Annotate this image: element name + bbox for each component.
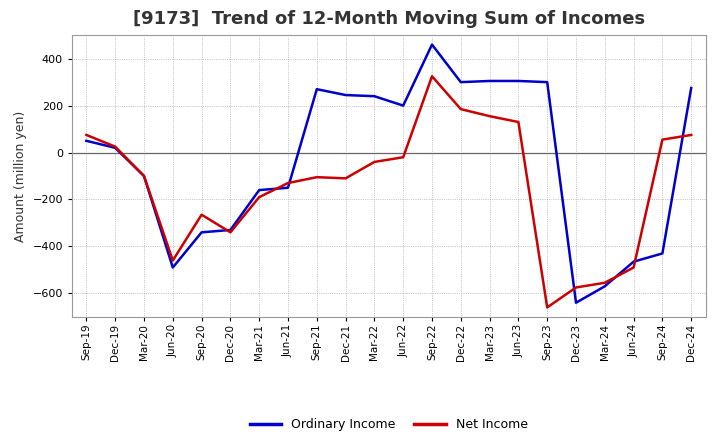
Ordinary Income bbox=[600, 284, 609, 289]
Ordinary Income bbox=[111, 145, 120, 150]
Ordinary Income bbox=[485, 78, 494, 84]
Ordinary Income bbox=[197, 230, 206, 235]
Ordinary Income bbox=[341, 92, 350, 98]
Net Income bbox=[514, 119, 523, 125]
Net Income bbox=[658, 137, 667, 142]
Line: Net Income: Net Income bbox=[86, 76, 691, 308]
Ordinary Income bbox=[370, 94, 379, 99]
Net Income bbox=[197, 212, 206, 217]
Ordinary Income bbox=[312, 87, 321, 92]
Net Income bbox=[543, 305, 552, 310]
Title: [9173]  Trend of 12-Month Moving Sum of Incomes: [9173] Trend of 12-Month Moving Sum of I… bbox=[132, 10, 645, 28]
Ordinary Income bbox=[168, 265, 177, 270]
Net Income bbox=[629, 265, 638, 270]
Net Income bbox=[428, 73, 436, 79]
Net Income bbox=[111, 144, 120, 149]
Net Income bbox=[140, 173, 148, 179]
Ordinary Income bbox=[284, 185, 292, 191]
Ordinary Income bbox=[428, 42, 436, 47]
Ordinary Income bbox=[399, 103, 408, 108]
Net Income bbox=[168, 258, 177, 263]
Net Income bbox=[82, 132, 91, 138]
Ordinary Income bbox=[629, 259, 638, 264]
Net Income bbox=[572, 285, 580, 290]
Line: Ordinary Income: Ordinary Income bbox=[86, 44, 691, 303]
Ordinary Income bbox=[82, 138, 91, 143]
Net Income bbox=[312, 175, 321, 180]
Net Income bbox=[255, 194, 264, 200]
Legend: Ordinary Income, Net Income: Ordinary Income, Net Income bbox=[245, 413, 533, 436]
Net Income bbox=[485, 114, 494, 119]
Ordinary Income bbox=[226, 227, 235, 233]
Net Income bbox=[456, 106, 465, 112]
Ordinary Income bbox=[658, 251, 667, 256]
Ordinary Income bbox=[572, 300, 580, 305]
Ordinary Income bbox=[514, 78, 523, 84]
Ordinary Income bbox=[255, 187, 264, 193]
Ordinary Income bbox=[543, 80, 552, 85]
Net Income bbox=[370, 159, 379, 165]
Net Income bbox=[687, 132, 696, 138]
Net Income bbox=[600, 280, 609, 286]
Net Income bbox=[226, 230, 235, 235]
Net Income bbox=[399, 154, 408, 160]
Ordinary Income bbox=[140, 173, 148, 179]
Net Income bbox=[341, 176, 350, 181]
Ordinary Income bbox=[687, 85, 696, 91]
Net Income bbox=[284, 180, 292, 186]
Y-axis label: Amount (million yen): Amount (million yen) bbox=[14, 110, 27, 242]
Ordinary Income bbox=[456, 80, 465, 85]
